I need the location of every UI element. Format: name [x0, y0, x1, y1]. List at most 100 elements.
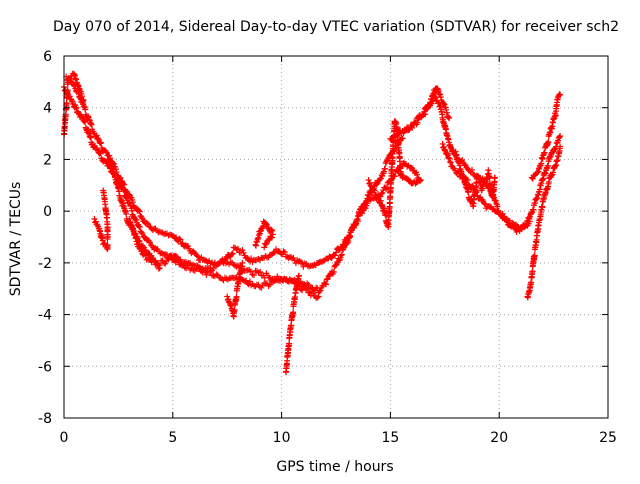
- data-point: [377, 197, 384, 204]
- data-point: [290, 309, 297, 316]
- chart-title: Day 070 of 2014, Sidereal Day-to-day VTE…: [53, 19, 619, 35]
- data-point: [413, 119, 420, 126]
- data-point: [136, 238, 143, 245]
- data-point: [247, 268, 254, 275]
- data-point: [153, 260, 160, 267]
- data-point: [155, 265, 162, 272]
- data-point: [534, 169, 541, 176]
- data-point: [162, 251, 169, 258]
- y-tick-label: -2: [38, 256, 52, 272]
- x-tick-label: 0: [60, 430, 69, 446]
- data-point: [405, 127, 412, 134]
- data-point: [129, 226, 136, 233]
- data-point: [330, 268, 337, 275]
- series-descending-branch: [104, 156, 163, 272]
- data-point: [64, 87, 71, 94]
- series-deep-dip-10h: [282, 272, 303, 376]
- x-tick-label: 20: [490, 430, 508, 446]
- data-point: [82, 106, 89, 113]
- data-point: [322, 281, 329, 288]
- data-point: [407, 164, 414, 171]
- data-point: [269, 227, 276, 234]
- y-tick-label: 6: [43, 49, 52, 65]
- data-point: [176, 235, 183, 242]
- data-point: [177, 256, 184, 263]
- data-point: [67, 75, 74, 82]
- data-point: [378, 190, 385, 197]
- data-point: [400, 173, 407, 180]
- data-point: [156, 265, 163, 272]
- data-point: [132, 230, 139, 237]
- data-point: [354, 218, 361, 225]
- data-point: [339, 241, 346, 248]
- data-point: [557, 91, 564, 98]
- data-point: [220, 260, 227, 267]
- data-point: [486, 203, 493, 210]
- data-point: [246, 278, 253, 285]
- data-point: [129, 225, 136, 232]
- data-point: [146, 239, 153, 246]
- data-point: [103, 149, 110, 156]
- data-point: [465, 189, 472, 196]
- data-point: [545, 139, 552, 146]
- data-point: [491, 174, 498, 181]
- data-point: [538, 160, 545, 167]
- data-point: [362, 205, 369, 212]
- data-point: [343, 237, 350, 244]
- data-point: [338, 252, 345, 259]
- data-point: [121, 181, 128, 188]
- data-point: [144, 220, 151, 227]
- data-point: [409, 124, 416, 131]
- data-point: [104, 242, 111, 249]
- data-point: [286, 340, 293, 347]
- data-point: [322, 280, 329, 287]
- data-point: [228, 251, 235, 258]
- data-point: [382, 165, 389, 172]
- data-point: [72, 104, 79, 111]
- data-point: [203, 271, 210, 278]
- data-point: [316, 288, 323, 295]
- data-point: [516, 227, 523, 234]
- data-point: [373, 180, 380, 187]
- y-tick-label: 0: [43, 204, 52, 220]
- data-point: [135, 207, 142, 214]
- series-scatter-18h: [452, 148, 498, 210]
- data-point: [262, 220, 269, 227]
- data-point: [323, 276, 330, 283]
- data-point: [240, 249, 247, 256]
- data-point: [399, 135, 406, 142]
- data-point: [207, 268, 214, 275]
- data-point: [268, 226, 275, 233]
- data-point: [300, 263, 307, 270]
- data-point: [73, 104, 80, 111]
- data-point: [104, 156, 111, 163]
- data-point: [338, 251, 345, 258]
- data-point: [513, 228, 520, 235]
- data-point: [136, 208, 143, 215]
- data-point: [173, 253, 180, 260]
- plot-frame: [63, 55, 609, 419]
- data-point: [531, 252, 538, 259]
- x-tick-label: 10: [273, 430, 291, 446]
- data-point: [97, 139, 104, 146]
- data-point: [331, 252, 338, 259]
- data-point: [250, 272, 257, 279]
- data-point: [107, 155, 114, 162]
- data-point: [419, 112, 426, 119]
- data-point: [528, 279, 535, 286]
- data-point: [139, 243, 146, 250]
- data-point: [481, 200, 488, 207]
- data-point: [296, 272, 303, 279]
- y-tick-label: -4: [38, 308, 52, 324]
- data-point: [370, 186, 377, 193]
- data-point: [557, 133, 564, 140]
- data-point: [340, 242, 347, 249]
- y-tick-label: 4: [43, 101, 52, 117]
- data-point: [235, 245, 242, 252]
- data-point: [257, 268, 264, 275]
- data-point: [281, 249, 288, 256]
- data-point: [194, 253, 201, 260]
- x-tick-label: 15: [381, 430, 399, 446]
